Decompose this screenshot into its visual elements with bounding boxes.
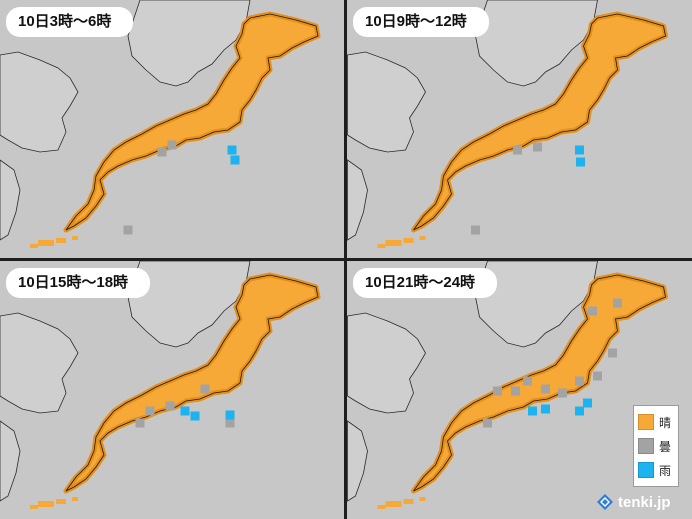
forecast-panel-09-12: 10日9時〜12時 xyxy=(347,0,692,258)
legend-swatch-cloudy xyxy=(638,438,654,454)
rain-marker xyxy=(583,398,592,408)
cloudy-marker xyxy=(533,142,542,152)
cloudy-marker xyxy=(167,140,177,150)
island-sunny xyxy=(72,497,78,501)
rain-marker xyxy=(541,404,550,414)
cloudy-marker xyxy=(145,406,155,416)
panel-title: 10日21時〜24時 xyxy=(353,268,498,298)
landmass-china xyxy=(0,420,21,502)
island-sunny xyxy=(377,505,386,509)
cloudy-marker xyxy=(608,348,617,358)
landmass-korea xyxy=(0,312,79,414)
japan-forecast-map xyxy=(0,0,321,248)
island-sunny xyxy=(419,236,426,240)
map-layer xyxy=(0,261,321,509)
island-sunny xyxy=(56,499,66,504)
weather-legend: 晴 曇 雨 xyxy=(633,405,679,487)
landmass-korea xyxy=(0,51,79,153)
japan-forecast-map xyxy=(347,0,668,248)
japan-forecast-map xyxy=(347,261,668,509)
legend-item-rain: 雨 xyxy=(638,458,674,482)
legend-label: 曇 xyxy=(659,439,672,454)
legend-item-sunny: 晴 xyxy=(638,410,674,434)
rain-marker xyxy=(576,157,585,167)
panel-title: 10日9時〜12時 xyxy=(353,7,489,37)
legend-item-cloudy: 曇 xyxy=(638,434,674,458)
map-layer xyxy=(0,0,321,248)
island-sunny xyxy=(72,236,78,240)
japan-coastline xyxy=(413,13,666,231)
landmass-korea xyxy=(347,312,426,414)
cloudy-marker xyxy=(123,225,133,235)
map-layer xyxy=(347,261,668,509)
island-sunny xyxy=(385,240,402,246)
island-sunny xyxy=(38,501,54,507)
cloudy-marker xyxy=(523,376,532,386)
japan-coastline xyxy=(413,274,666,492)
forecast-panel-15-18: 10日15時〜18時 xyxy=(0,261,344,519)
island-sunny xyxy=(419,497,426,501)
japan-coastline xyxy=(65,274,319,492)
island-sunny xyxy=(385,501,402,507)
landmass-china xyxy=(0,159,21,241)
rain-marker xyxy=(528,406,537,416)
legend-swatch-sunny xyxy=(638,414,654,430)
cloudy-marker xyxy=(575,376,584,386)
island-sunny xyxy=(56,238,66,243)
legend-label: 晴 xyxy=(659,415,672,430)
cloudy-marker xyxy=(483,418,492,428)
rain-marker xyxy=(575,145,584,155)
legend-swatch-rain xyxy=(638,462,654,478)
tenki-logo-icon xyxy=(597,494,613,510)
brand-name: tenki.jp xyxy=(618,493,671,511)
cloudy-marker xyxy=(588,306,597,316)
cloudy-marker xyxy=(165,401,175,411)
landmass-korea xyxy=(347,51,426,153)
japan-coastline xyxy=(65,13,319,231)
island-sunny xyxy=(403,499,414,504)
landmass-china xyxy=(347,420,368,502)
cloudy-marker xyxy=(511,386,520,396)
cloudy-marker xyxy=(613,298,622,308)
rain-marker xyxy=(227,145,237,155)
forecast-panel-03-06: 10日3時〜6時 xyxy=(0,0,344,258)
cloudy-marker xyxy=(541,384,550,394)
map-layer xyxy=(347,0,668,248)
cloudy-marker xyxy=(225,418,235,428)
rain-marker xyxy=(180,406,190,416)
legend-label: 雨 xyxy=(659,463,672,478)
rain-marker xyxy=(575,406,584,416)
cloudy-marker xyxy=(200,384,210,394)
cloudy-marker xyxy=(513,145,522,155)
cloudy-marker xyxy=(493,386,502,396)
island-sunny xyxy=(38,240,54,246)
panel-title: 10日3時〜6時 xyxy=(6,7,134,37)
tenki-jp-brand: tenki.jp xyxy=(596,493,671,511)
cloudy-marker xyxy=(135,418,145,428)
rain-marker xyxy=(230,155,240,165)
cloudy-marker xyxy=(471,225,480,235)
island-sunny xyxy=(377,244,386,248)
island-sunny xyxy=(30,244,38,248)
cloudy-marker xyxy=(558,388,567,398)
island-sunny xyxy=(403,238,414,243)
island-sunny xyxy=(30,505,38,509)
landmass-china xyxy=(347,159,368,241)
cloudy-marker xyxy=(157,147,167,157)
japan-forecast-map xyxy=(0,261,321,509)
cloudy-marker xyxy=(593,371,602,381)
rain-marker xyxy=(225,410,235,420)
panel-title: 10日15時〜18時 xyxy=(6,268,151,298)
rain-marker xyxy=(190,411,200,421)
forecast-panel-21-24: 10日21時〜24時 xyxy=(347,261,692,519)
